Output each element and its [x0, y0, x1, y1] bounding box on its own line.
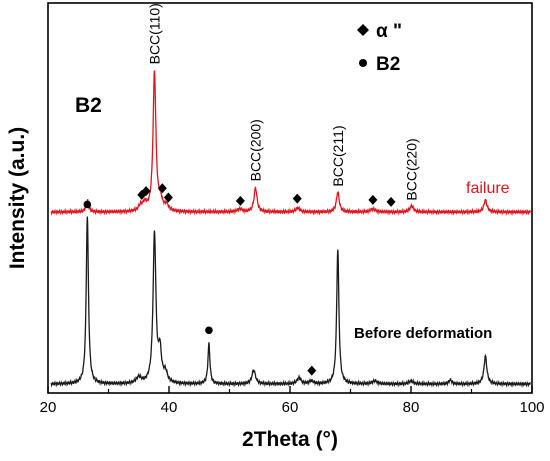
failure-label: failure — [466, 180, 510, 197]
alpha-diamond-marker — [368, 194, 378, 205]
x-tick-label: 20 — [40, 399, 57, 416]
b2-annotation: B2 — [75, 94, 102, 117]
x-tick-label: 60 — [282, 399, 299, 416]
alpha-diamond-marker — [163, 192, 173, 203]
phase-markers — [83, 183, 396, 376]
peak-labels: BCC(110) BCC(200) BCC(211) BCC(220) — [147, 3, 420, 200]
y-axis-title: Intensity (a.u.) — [6, 127, 29, 269]
before-deformation-trace — [50, 216, 531, 388]
b2-dot-marker — [205, 326, 213, 335]
x-tick-label: 100 — [519, 399, 544, 416]
peak-label: BCC(200) — [248, 119, 264, 181]
legend-alpha-label: α " — [376, 21, 402, 42]
alpha-diamond-marker — [292, 193, 302, 204]
alpha-diamond-marker — [386, 196, 396, 207]
alpha-diamond-marker — [235, 195, 245, 206]
legend: α " B2 — [357, 21, 402, 75]
peak-label: BCC(220) — [404, 138, 420, 200]
before-deformation-label: Before deformation — [354, 325, 492, 342]
peak-label: BCC(211) — [330, 125, 346, 186]
alpha-diamond-marker — [307, 365, 317, 376]
alpha-diamond-marker — [157, 183, 167, 194]
x-axis-title: 2Theta (°) — [242, 428, 338, 451]
legend-b2-dot-icon — [359, 59, 367, 67]
b2-dot-marker — [83, 200, 92, 209]
peak-label: BCC(110) — [147, 3, 163, 64]
x-axis-ticks: 20 40 60 80 100 — [40, 386, 545, 416]
alpha-diamond-marker — [141, 186, 151, 197]
x-tick-label: 40 — [161, 399, 178, 416]
legend-alpha-diamond-icon — [357, 24, 369, 36]
x-tick-label: 80 — [403, 399, 420, 416]
failure-trace — [50, 70, 531, 217]
legend-b2-label: B2 — [376, 54, 400, 75]
